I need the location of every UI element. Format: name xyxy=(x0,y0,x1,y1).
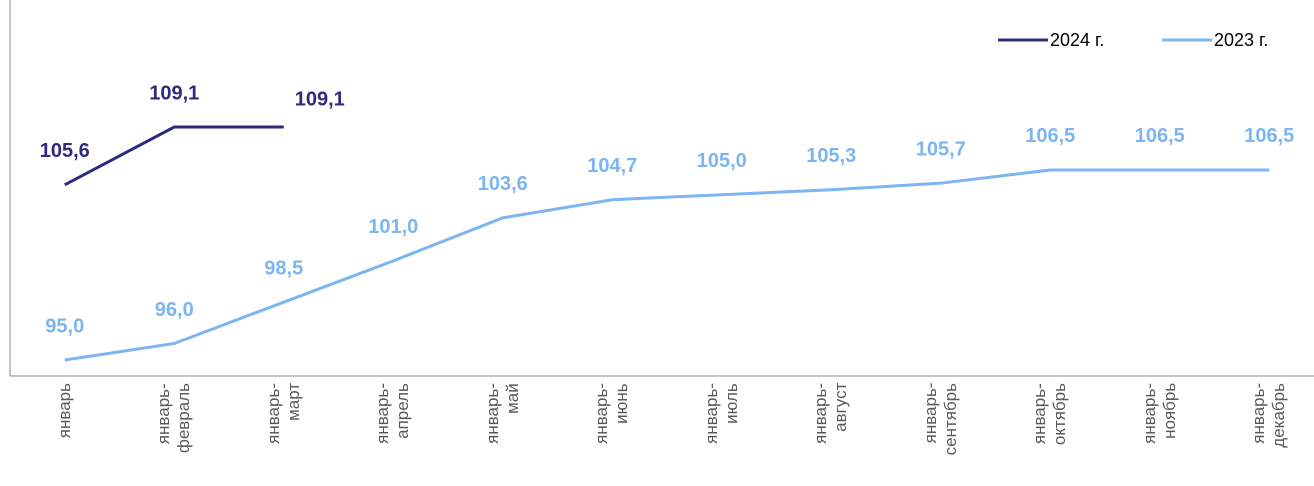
x-tick-label: январь- ноябрь xyxy=(1139,383,1179,444)
value-label: 98,5 xyxy=(264,257,303,279)
value-label: 95,0 xyxy=(45,315,84,337)
x-tick-label: январь- апрель xyxy=(373,383,413,444)
value-label: 106,5 xyxy=(1135,125,1185,147)
x-tick-label: январь- декабрь xyxy=(1249,383,1289,448)
value-label: 101,0 xyxy=(368,216,418,238)
legend-label: 2023 г. xyxy=(1214,30,1268,50)
x-tick-label: январь- сентябрь xyxy=(920,383,960,456)
x-tick-label: январь- октябрь xyxy=(1030,383,1070,446)
x-tick-label: январь xyxy=(54,383,74,439)
x-tick-label: январь- июль xyxy=(701,383,741,444)
value-label: 105,7 xyxy=(916,138,966,160)
legend-label: 2024 г. xyxy=(1050,30,1104,50)
value-label: 105,0 xyxy=(697,150,747,172)
x-tick-label: январь- август xyxy=(811,383,851,444)
x-tick-label: январь- май xyxy=(482,383,522,444)
series-line xyxy=(64,125,284,187)
x-tick-label: январь- февраль xyxy=(154,383,194,454)
value-label: 103,6 xyxy=(478,173,528,195)
value-label: 96,0 xyxy=(155,299,194,321)
x-tick-label: январь- июнь xyxy=(592,383,632,444)
value-label: 105,3 xyxy=(806,145,856,167)
value-label: 104,7 xyxy=(587,155,637,177)
value-label: 105,6 xyxy=(40,140,90,162)
value-label: 106,5 xyxy=(1244,125,1294,147)
x-tick-label: январь- март xyxy=(263,383,303,444)
value-label: 109,1 xyxy=(295,88,345,110)
value-label: 106,5 xyxy=(1025,125,1075,147)
series-line xyxy=(64,168,1270,362)
value-label: 109,1 xyxy=(149,82,199,104)
